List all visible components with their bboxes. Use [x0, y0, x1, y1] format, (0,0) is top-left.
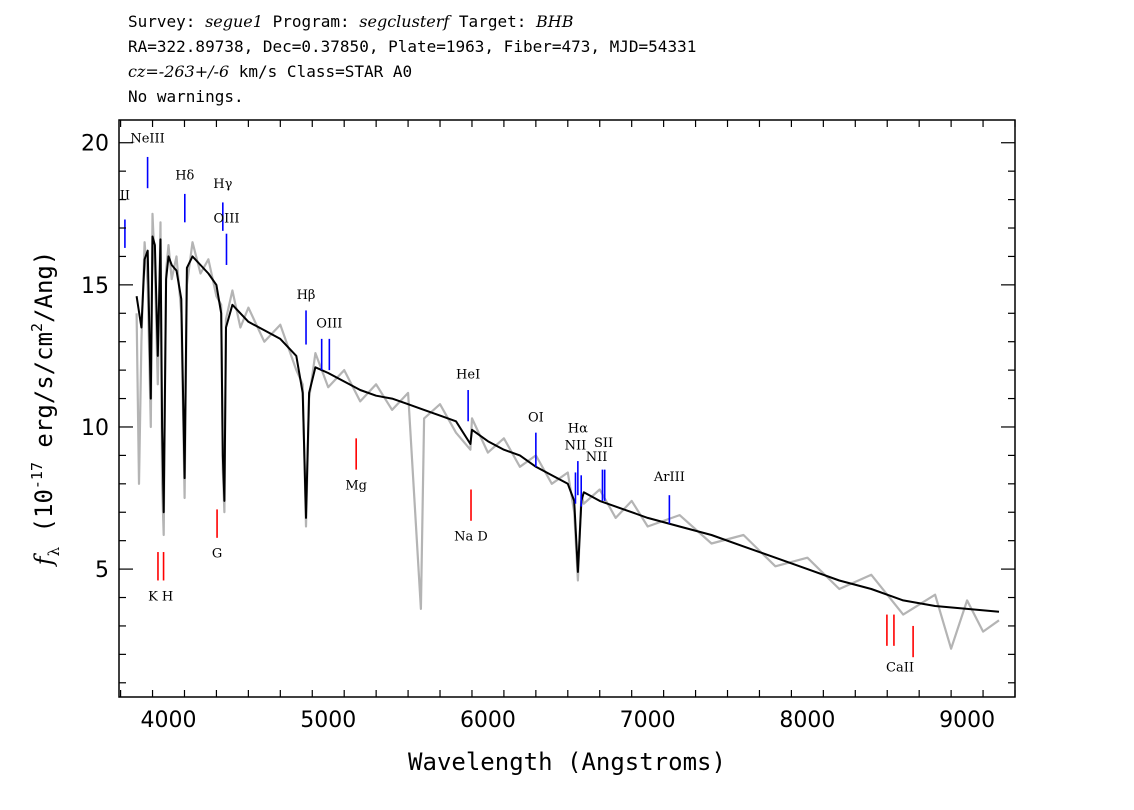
flux-series	[135, 212, 1000, 650]
x-tick-label: 5000	[300, 708, 356, 733]
x-tick-label: 9000	[939, 708, 995, 733]
flux-line	[135, 212, 1000, 650]
target-value: BHB	[536, 12, 574, 31]
line-label: G	[212, 547, 222, 562]
y-tick-label: 15	[81, 274, 109, 299]
line-label: HeI	[456, 368, 480, 383]
model-series	[135, 235, 1000, 613]
line-label: Hγ	[213, 177, 232, 192]
y-tick-label: 10	[81, 416, 109, 441]
spectral-line-markers: IINeIIIHδHγOIIIHβOIIIHeIOINIIHαNIISIIArI…	[120, 132, 914, 676]
line-label: CaII	[886, 660, 914, 675]
y-axis-label: fλ (10-17 erg/s/cm2/Ang)	[28, 251, 63, 568]
line-label: Na D	[454, 530, 488, 545]
line-label: ArIII	[653, 470, 685, 485]
cz-units-class: km/s Class=STAR A0	[238, 62, 413, 81]
header-line-3: cz=-263+/-6 km/s Class=STAR A0	[128, 62, 412, 82]
cz-label: cz=	[128, 62, 159, 81]
survey-label: Survey:	[128, 12, 196, 31]
axis-ticks: 4000 5000 6000 7000 8000 9000 5 10 15 20	[81, 120, 1016, 733]
model-line	[135, 235, 1000, 613]
line-label: Hα	[568, 422, 588, 437]
line-label: NII	[586, 450, 608, 465]
x-tick-label: 4000	[141, 708, 197, 733]
line-label: Mg	[345, 479, 367, 494]
cz-value: -263+/-6	[158, 62, 230, 81]
header-warnings: No warnings.	[128, 87, 244, 106]
line-label: NeIII	[130, 132, 164, 147]
y-tick-label: 20	[81, 132, 109, 157]
x-axis-label: Wavelength (Angstroms)	[408, 748, 726, 776]
header-line-1: Survey: segue1 Program: segclusterf Targ…	[128, 12, 573, 32]
line-label: Hδ	[175, 169, 194, 184]
program-value: segclusterf	[359, 12, 450, 31]
line-label: Hβ	[297, 288, 316, 303]
y-tick-label: 5	[95, 558, 109, 583]
line-label: NII	[565, 439, 587, 454]
line-label: OIII	[213, 211, 239, 226]
program-label: Program:	[272, 12, 350, 31]
target-label: Target:	[458, 12, 527, 31]
line-label: OI	[528, 410, 544, 425]
line-label: OIII	[316, 316, 342, 331]
survey-value: segue1	[205, 12, 263, 31]
x-tick-label: 8000	[779, 708, 835, 733]
line-label: II	[120, 189, 130, 204]
line-label: K H	[148, 589, 173, 604]
plot-frame	[118, 119, 1016, 698]
x-tick-label: 6000	[460, 708, 516, 733]
line-label: SII	[594, 436, 613, 451]
header-line-2: RA=322.89738, Dec=0.37850, Plate=1963, F…	[128, 37, 697, 56]
x-tick-label: 7000	[620, 708, 676, 733]
